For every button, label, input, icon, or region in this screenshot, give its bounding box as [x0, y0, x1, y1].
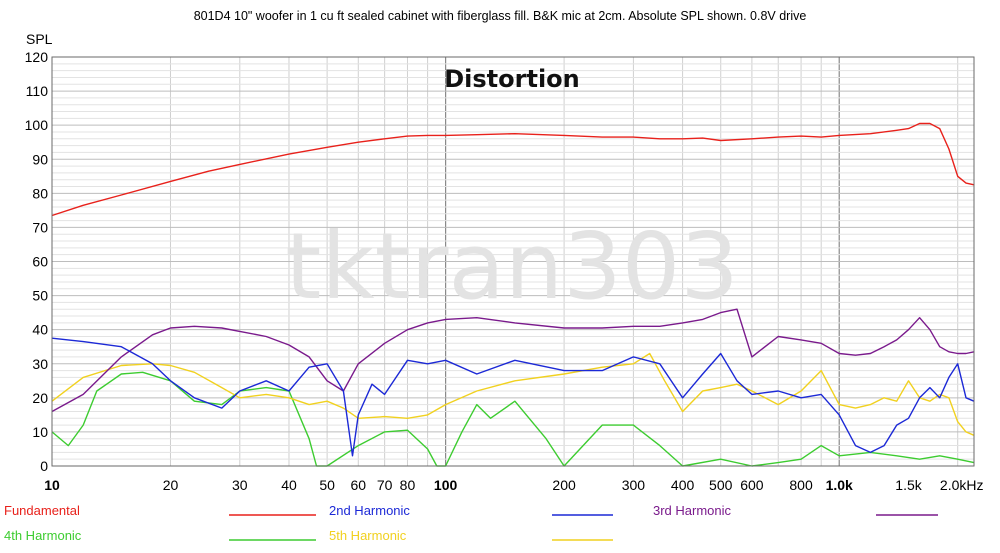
- legend-label-5th-harmonic: 5th Harmonic: [329, 528, 407, 543]
- x-tick-label: 40: [281, 477, 297, 493]
- legend: Fundamental 2nd Harmonic 3rd Harmonic 4th H…: [4, 503, 938, 543]
- x-tick-label: 500: [709, 477, 733, 493]
- y-tick-label: 30: [32, 356, 48, 372]
- x-tick-label: 600: [740, 477, 764, 493]
- y-tick-label: 110: [26, 83, 49, 99]
- y-tick-labels: 0 10 20 30 40 50 60 70 80 90 100 110 120: [25, 49, 49, 474]
- y-tick-label: 0: [40, 458, 48, 474]
- fundamental-line: [51, 122, 975, 217]
- chart-subtitle: 801D4 10" woofer in 1 cu ft sealed cabin…: [194, 9, 807, 23]
- x-tick-label: 300: [622, 477, 646, 493]
- x-tick-label: 50: [319, 477, 335, 493]
- x-tick-label: 1.0k: [826, 477, 853, 493]
- x-tick-label: 80: [400, 477, 416, 493]
- y-tick-label: 50: [32, 288, 48, 304]
- x-tick-label: 70: [377, 477, 393, 493]
- chart-title: Distortion: [444, 65, 580, 93]
- y-tick-label: 70: [32, 219, 48, 235]
- x-tick-label: 30: [232, 477, 248, 493]
- y-tick-label: 100: [25, 117, 49, 133]
- 2nd-harmonic-line: [51, 337, 975, 457]
- x-tick-label: 100: [434, 477, 458, 493]
- legend-label-3rd-harmonic: 3rd Harmonic: [653, 503, 732, 518]
- x-tick-label: 60: [350, 477, 366, 493]
- 4th-harmonic-line: [51, 371, 975, 467]
- y-tick-label: 20: [32, 390, 48, 406]
- series-lines: [51, 122, 975, 467]
- legend-label-fundamental: Fundamental: [4, 503, 80, 518]
- x-tick-label: 800: [789, 477, 813, 493]
- y-tick-label: 120: [25, 49, 49, 65]
- watermark: tktran303: [285, 213, 739, 320]
- y-axis-label: SPL: [26, 31, 53, 47]
- x-tick-label: 1.5k: [895, 477, 922, 493]
- y-tick-label: 40: [32, 322, 48, 338]
- y-tick-label: 10: [32, 424, 48, 440]
- x-tick-label: 200: [552, 477, 576, 493]
- x-tick-label: 400: [671, 477, 695, 493]
- x-tick-label: 2.0kHz: [940, 477, 984, 493]
- legend-label-2nd-harmonic: 2nd Harmonic: [329, 503, 410, 518]
- y-tick-label: 80: [32, 185, 48, 201]
- plot-frame: [51, 56, 975, 467]
- x-tick-labels: 10 20 30 40 50 60 70 80 100 200 300 400 500 600 800 1.0…: [44, 477, 983, 493]
- x-tick-label: 10: [44, 477, 60, 493]
- x-tick-label: 20: [163, 477, 179, 493]
- legend-label-4th-harmonic: 4th Harmonic: [4, 528, 82, 543]
- y-tick-label: 90: [32, 151, 48, 167]
- 3rd-harmonic-line: [51, 308, 975, 413]
- y-tick-label: 60: [32, 254, 48, 270]
